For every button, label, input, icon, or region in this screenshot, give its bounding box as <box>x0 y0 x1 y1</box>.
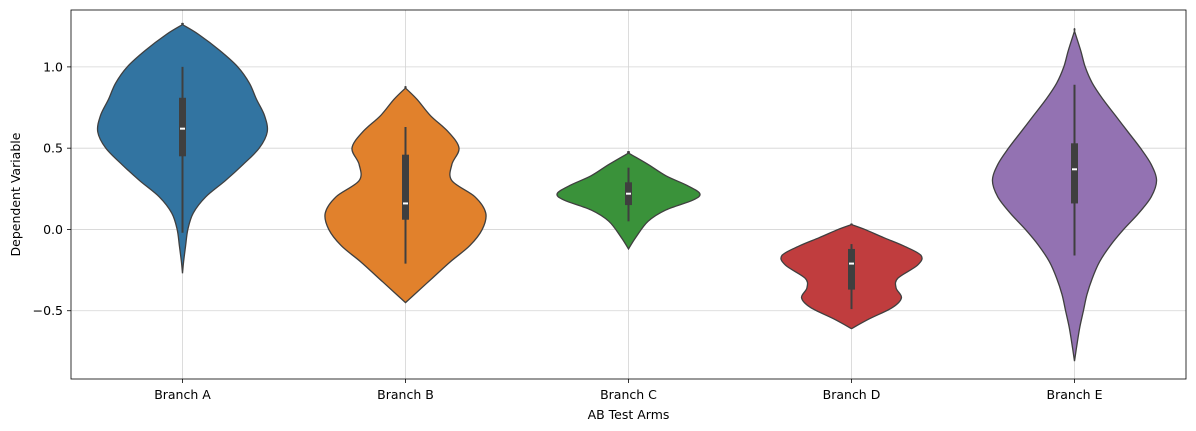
y-tick-label: −0.5 <box>33 303 63 318</box>
ticks: −0.5 0.0 0.5 1.0 Branch A Branch B Branch C Bra… <box>33 59 1103 402</box>
x-axis-label: AB Test Arms <box>588 407 670 422</box>
violin-iqr-box <box>1071 143 1078 204</box>
violin-branch-d <box>780 223 923 330</box>
violin-branch-c <box>556 150 701 251</box>
violin-iqr-box <box>179 97 186 157</box>
violin-iqr-box <box>848 248 855 290</box>
violin-branch-b <box>324 85 487 304</box>
violin-branch-a <box>96 22 269 274</box>
y-tick-label: 0.0 <box>43 222 63 237</box>
violin-branch-e <box>991 28 1158 362</box>
y-tick-label: 0.5 <box>43 141 63 156</box>
violins <box>96 22 1158 362</box>
x-tick-label: Branch D <box>823 387 881 402</box>
x-tick-label: Branch E <box>1047 387 1103 402</box>
y-tick-label: 1.0 <box>43 59 63 74</box>
violin-iqr-box <box>402 154 409 220</box>
x-tick-label: Branch C <box>600 387 657 402</box>
y-axis-label: Dependent Variable <box>8 132 23 256</box>
x-tick-label: Branch A <box>154 387 211 402</box>
x-tick-label: Branch B <box>377 387 434 402</box>
